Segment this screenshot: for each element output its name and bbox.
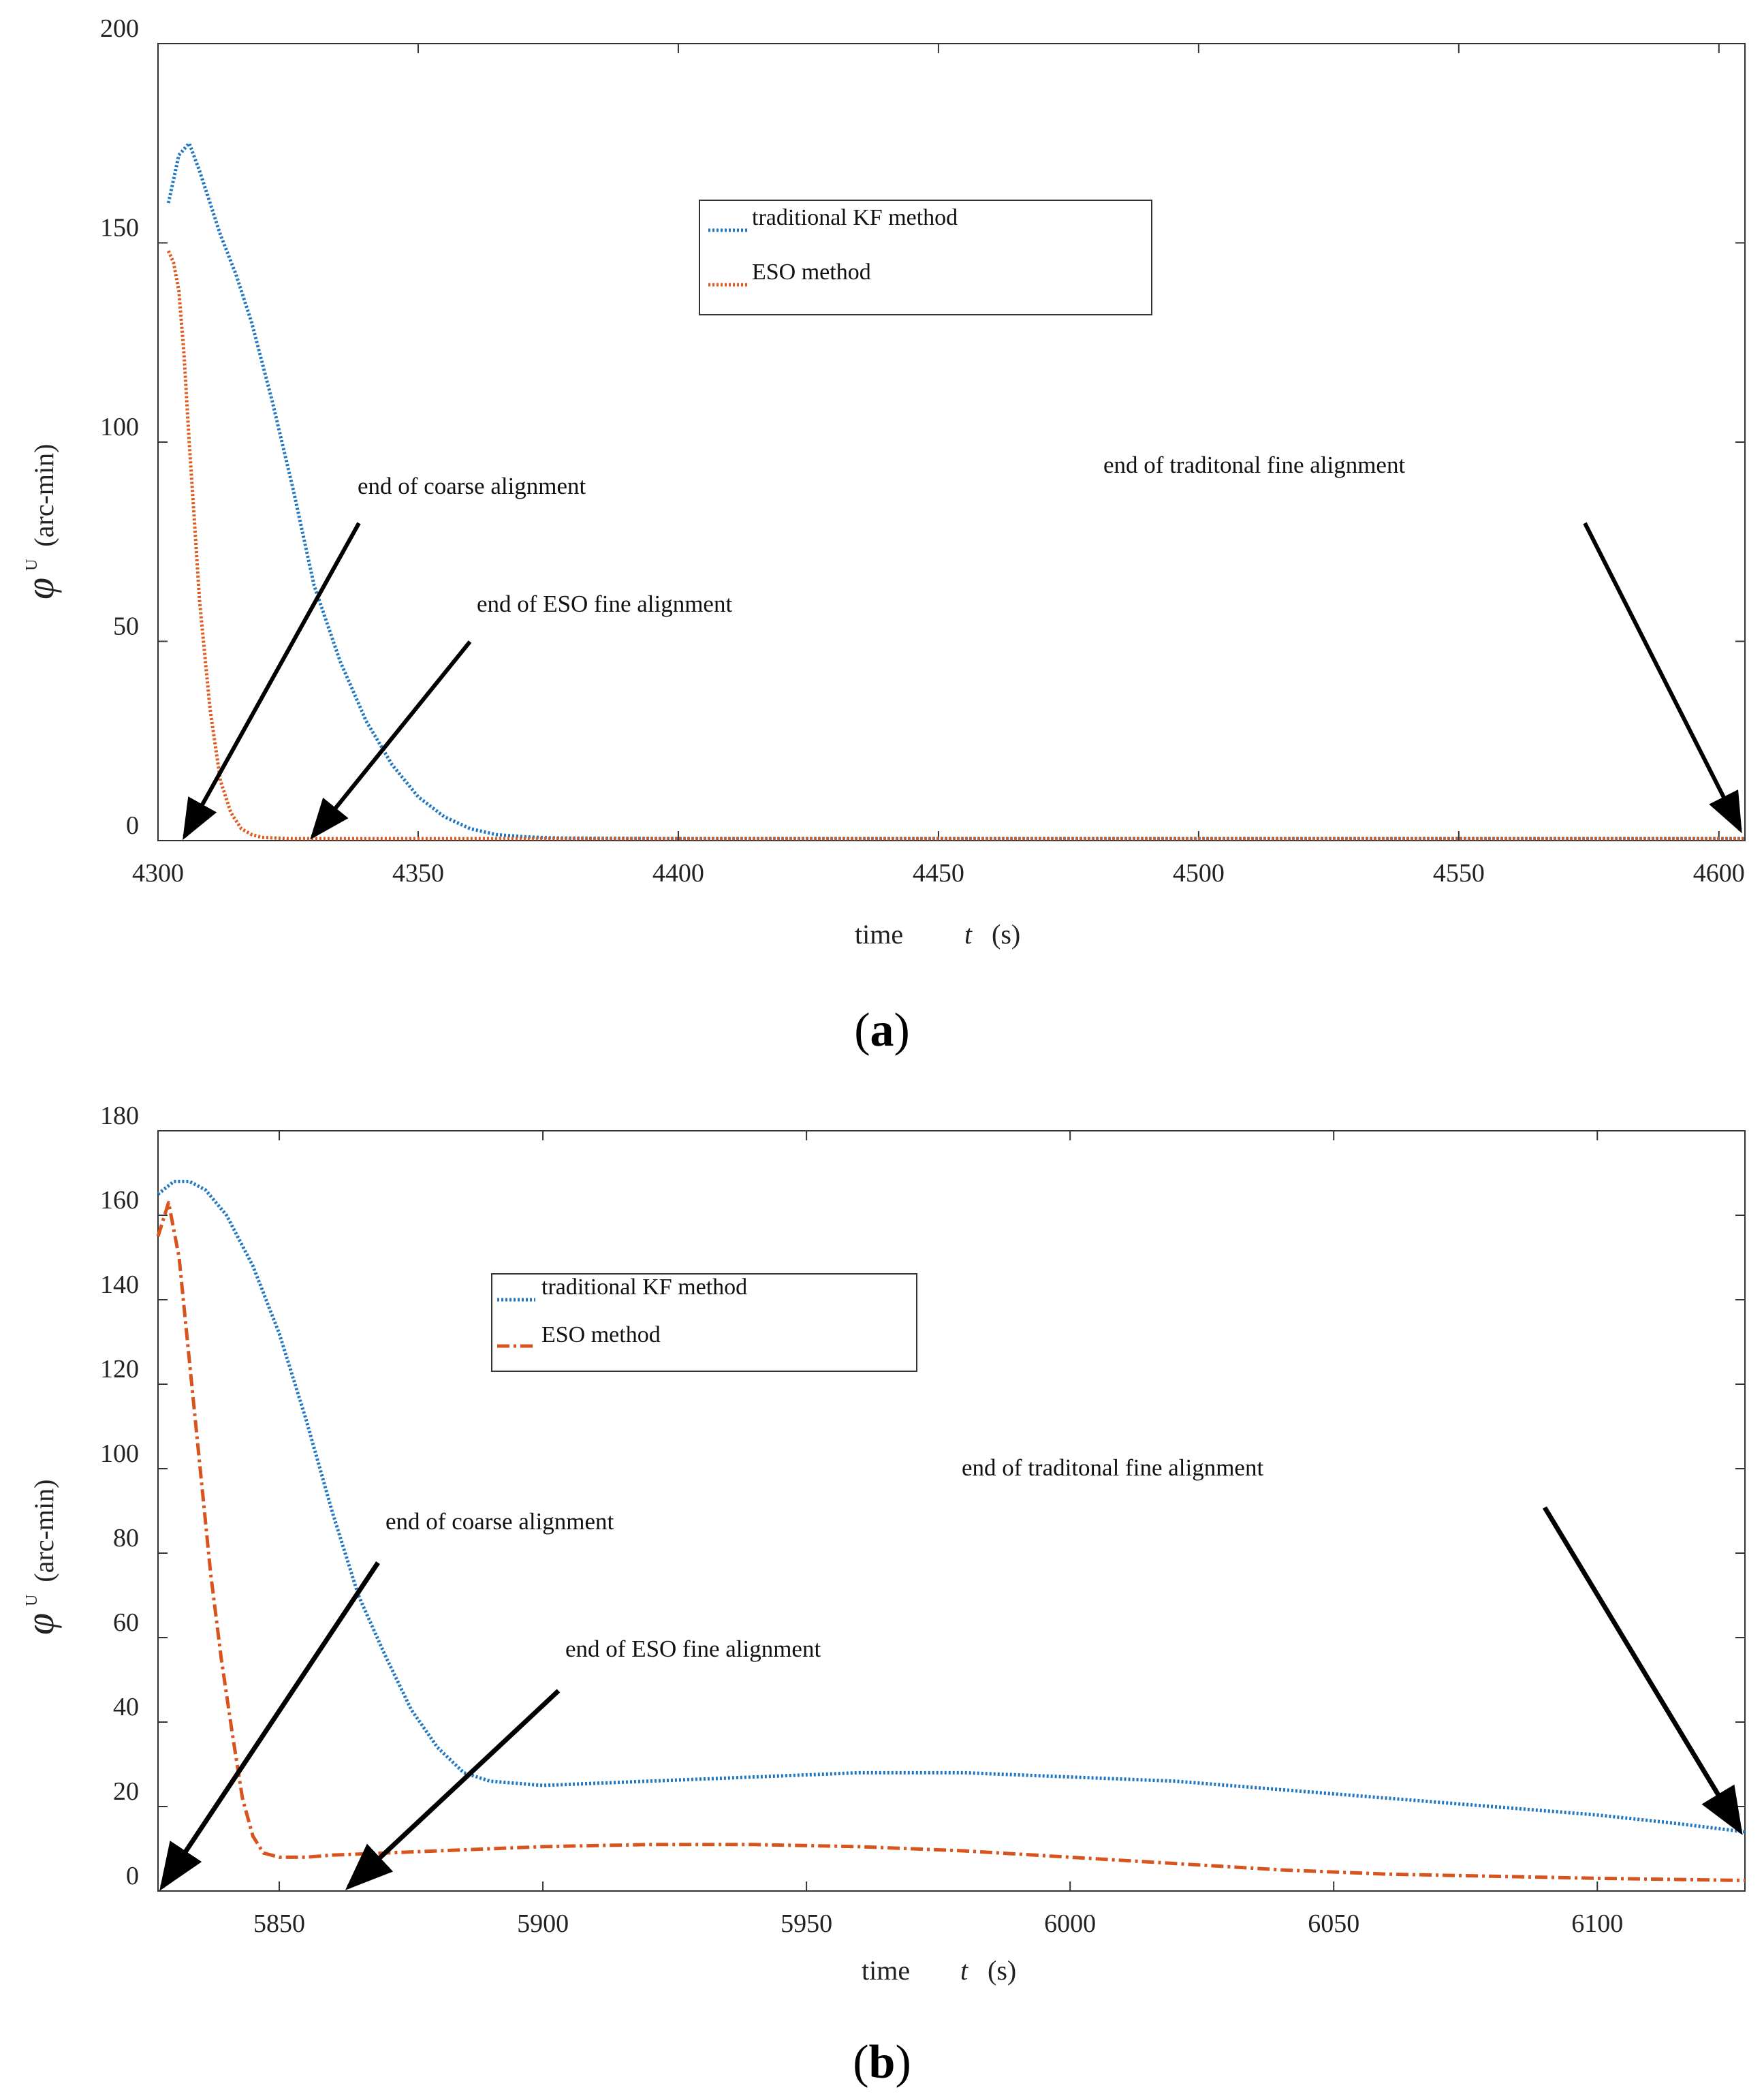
panel-a-ytick-label: 50 (113, 612, 139, 641)
panel-b-ytick-label: 60 (113, 1608, 139, 1637)
panel-b-ylabel-symbol: φ (18, 1613, 62, 1635)
panel-b-series-kf-line (157, 1179, 1746, 1834)
panel-a-series (166, 141, 1745, 841)
panel-a-chart: 4300 4350 4400 4450 4500 4550 4600 0 50 100 150 200… (12, 14, 1746, 1057)
panel-a-xtick-label: 4300 (132, 859, 184, 888)
panel-a-legend-label-kf: traditional KF method (752, 205, 958, 230)
panel-b-xtick-label: 5900 (517, 1909, 569, 1938)
panel-a-annotation-traditional: end of traditonal fine alignment (1103, 452, 1405, 478)
panel-a-xtick-label: 4350 (392, 859, 444, 888)
panel-b-ylabel-sup: U (23, 1595, 41, 1606)
panel-a-ylabel-unit: (arc-min) (29, 444, 59, 547)
panel-a-xtick-label: 4600 (1693, 859, 1745, 888)
panel-a-xlabel-unit: (s) (992, 919, 1020, 950)
panel-b-chart: 5850 5900 5950 6000 6050 6100 0 20 40 60 80 100 120 1… (12, 1101, 1746, 2089)
panel-a-xtick-label: 4400 (652, 859, 704, 888)
panel-b-arrow-coarse (159, 1561, 380, 1891)
panel-b-ytick-label: 140 (100, 1270, 139, 1299)
panel-a-legend-label-eso: ESO method (752, 260, 871, 285)
panel-b-annotation-eso: end of ESO fine alignment (565, 1636, 821, 1662)
panel-b-ytick-label: 160 (100, 1186, 139, 1215)
panel-b-xtick-label: 6100 (1571, 1909, 1623, 1938)
panel-a-y-axis-label: φ U (arc-min) (12, 444, 62, 599)
panel-a-xlabel-var: t (964, 919, 973, 950)
panel-b-ytick-label: 80 (113, 1524, 139, 1552)
panel-b-ylabel-unit: (arc-min) (29, 1480, 59, 1582)
panel-b-arrow-eso (345, 1689, 561, 1890)
panel-b-series (156, 1179, 1746, 1882)
panel-b-ytick-label: 0 (126, 1862, 139, 1890)
panel-b-xtick-label: 6000 (1044, 1909, 1096, 1938)
panel-a-xlabel-time: time (855, 919, 903, 950)
panel-a-xtick-label: 4550 (1433, 859, 1485, 888)
panel-b-plot-frame (157, 1130, 1746, 1892)
panel-a-annotation-eso: end of ESO fine alignment (477, 591, 732, 617)
panel-a-ylabel-sup: U (23, 559, 41, 571)
panel-b-y-axis-label: φ U (arc-min) (12, 1480, 62, 1635)
panel-a-plot-frame (157, 43, 1746, 841)
panel-a-xtick-label: 4500 (1173, 859, 1225, 888)
panel-a-arrow-traditional (1583, 522, 1742, 834)
panel-b-ticks: 5850 5900 5950 6000 6050 6100 0 20 40 60 80 100 120 1… (100, 1101, 1745, 1938)
panel-a-ytick-label: 0 (126, 811, 139, 840)
panel-b-ytick-label: 180 (100, 1101, 139, 1130)
panel-a-ytick-label: 200 (100, 14, 139, 43)
panel-b-annotation-coarse: end of coarse alignment (385, 1508, 614, 1535)
panel-a-arrow-eso (310, 640, 472, 840)
panel-a-annotation-coarse: end of coarse alignment (358, 473, 586, 499)
panel-a-ylabel-symbol: φ (18, 578, 62, 599)
panel-b-ytick-label: 120 (100, 1355, 139, 1384)
panel-a-xtick-label: 4450 (913, 859, 964, 888)
panel-a-series-kf-line (166, 141, 1745, 841)
panel-a-caption: (a) (854, 1004, 910, 1057)
panel-b-arrow-traditional (1543, 1506, 1743, 1835)
panel-a-legend-box (699, 200, 1152, 315)
panel-b-ytick-label: 100 (100, 1439, 139, 1468)
panel-b-caption: (b) (853, 2036, 911, 2089)
panel-b-xtick-label: 6050 (1308, 1909, 1359, 1938)
panel-b-legend-label-kf: traditional KF method (541, 1275, 747, 1300)
panel-a-ytick-label: 150 (100, 214, 139, 243)
panel-b-ytick-label: 40 (113, 1693, 139, 1721)
panel-a-legend: traditional KF method ESO method (699, 200, 1152, 315)
panel-b-annotation-traditional: end of traditonal fine alignment (962, 1454, 1263, 1481)
panel-b-legend: traditional KF method ESO method (491, 1273, 917, 1372)
panel-b-xlabel-time: time (862, 1955, 910, 1986)
panel-a-ticks: 4300 4350 4400 4450 4500 4550 4600 0 50 100 150 200 (100, 14, 1745, 888)
panel-b-legend-box (491, 1273, 917, 1372)
svg-text:φ U (arc-min): φ U (arc-min) (12, 444, 62, 599)
panel-a-arrow-coarse (183, 522, 361, 841)
panel-b-xlabel-var: t (960, 1955, 968, 1986)
panel-b-xlabel-unit: (s) (988, 1955, 1016, 1986)
panel-b-xtick-label: 5950 (781, 1909, 832, 1938)
panel-b-ytick-label: 20 (113, 1777, 139, 1806)
panel-b-series-eso-line (156, 1200, 1746, 1882)
panel-a-series-eso-line (167, 250, 1745, 841)
panel-b-xtick-label: 5850 (253, 1909, 305, 1938)
panel-a-ytick-label: 100 (100, 413, 139, 441)
panel-b-legend-label-eso: ESO method (541, 1322, 661, 1347)
svg-text:φ U (arc-min): φ U (arc-min) (12, 1480, 62, 1635)
